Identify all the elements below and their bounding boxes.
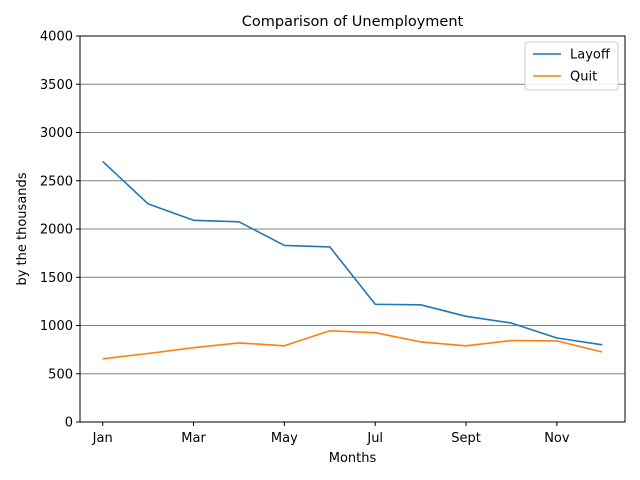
y-tick-label: 3500 xyxy=(40,78,73,93)
y-axis-ticks: 0 500 1000 1500 2000 2500 3000 3500 4000 xyxy=(40,30,80,431)
legend: Layoff Quit xyxy=(524,41,619,91)
y-tick-label: 1500 xyxy=(40,271,73,286)
x-tick-label: Nov xyxy=(544,431,570,446)
x-tick-label: Sept xyxy=(451,431,481,446)
y-tick-label: 4000 xyxy=(40,30,73,45)
legend-label-layoff: Layoff xyxy=(570,48,611,63)
y-axis-label: by the thousands xyxy=(15,172,30,285)
y-tick-label: 1000 xyxy=(40,319,73,334)
x-tick-label: Jul xyxy=(366,431,383,446)
y-tick-label: 2500 xyxy=(40,174,73,189)
y-tick-label: 500 xyxy=(48,367,73,382)
series-line-layoff xyxy=(102,160,603,346)
y-tick-label: 0 xyxy=(65,416,73,431)
legend-label-quit: Quit xyxy=(570,70,597,85)
series-lines xyxy=(102,160,603,360)
x-tick-label: Jan xyxy=(92,431,113,446)
x-tick-label: Mar xyxy=(181,431,206,446)
series-line-quit xyxy=(102,329,603,360)
y-tick-label: 2000 xyxy=(40,223,73,238)
x-tick-label: May xyxy=(271,431,298,446)
x-axis-label: Months xyxy=(329,451,377,466)
y-tick-label: 3000 xyxy=(40,126,73,141)
x-axis-ticks: Jan Mar May Jul Sept Nov xyxy=(92,422,570,446)
chart-title: Comparison of Unemployment xyxy=(242,14,464,30)
